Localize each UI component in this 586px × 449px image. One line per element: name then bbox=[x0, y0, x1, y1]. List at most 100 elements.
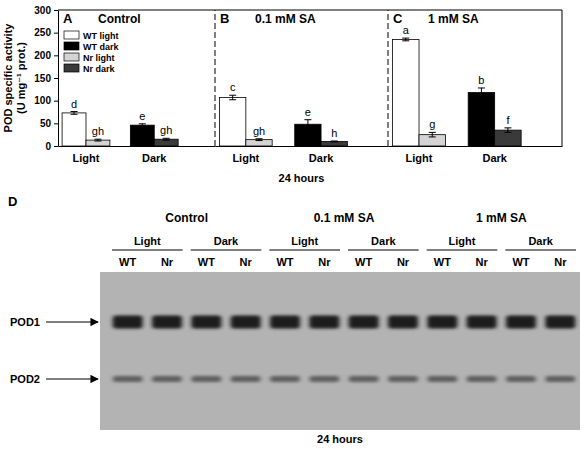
legend-swatch bbox=[64, 42, 79, 50]
tick-mark bbox=[54, 10, 58, 11]
gel-band bbox=[113, 316, 143, 329]
significance-letter: gh bbox=[160, 124, 172, 136]
gel-band bbox=[388, 376, 418, 382]
error-bar bbox=[429, 132, 436, 137]
legend-label: WT dark bbox=[83, 42, 119, 52]
tick: Dark bbox=[309, 152, 334, 164]
x-axis: Light Dark bbox=[59, 147, 216, 164]
tick-mark bbox=[54, 123, 58, 124]
panel-texts: agbfC1 mM SA bbox=[393, 11, 510, 130]
gel-panel: DWTNrLightWTNrDarkControlWTNrLightWTNrDa… bbox=[8, 194, 580, 445]
lane-label: WT bbox=[276, 256, 293, 268]
panel-divider bbox=[388, 10, 389, 146]
tick-label: 300 bbox=[34, 5, 51, 16]
panel-divider bbox=[215, 10, 216, 146]
legend-label: Nr light bbox=[83, 53, 115, 63]
tick-label: Dark bbox=[142, 152, 167, 164]
tick-label: Light bbox=[73, 152, 100, 164]
axis-line bbox=[389, 146, 563, 147]
error-bar bbox=[229, 95, 236, 100]
gel-band bbox=[152, 316, 182, 329]
group-underline bbox=[269, 250, 340, 251]
axis-line bbox=[216, 146, 389, 147]
band-label: POD2 bbox=[10, 373, 40, 385]
tick: Light bbox=[232, 152, 259, 164]
gel-band bbox=[309, 316, 339, 329]
tick-label: Light bbox=[232, 152, 259, 164]
lane-label: Nr bbox=[397, 256, 410, 268]
error-bar bbox=[304, 120, 311, 129]
gel-band bbox=[152, 376, 182, 382]
tick-label: Dark bbox=[482, 152, 507, 164]
tick: 250 bbox=[34, 27, 58, 38]
gel-band bbox=[545, 376, 575, 382]
tick-mark bbox=[54, 78, 58, 79]
tick-label: Light bbox=[406, 152, 433, 164]
plot-area bbox=[62, 112, 178, 146]
axis-title: 24 hours bbox=[317, 433, 363, 445]
bar bbox=[62, 113, 86, 146]
bar bbox=[468, 93, 494, 146]
lane-label: WT bbox=[119, 256, 136, 268]
gel-band bbox=[349, 316, 379, 329]
tick: 50 bbox=[40, 118, 58, 129]
tick: 200 bbox=[34, 50, 58, 61]
significance-letter: d bbox=[71, 98, 77, 110]
bar bbox=[246, 140, 272, 146]
group-label: Dark bbox=[371, 235, 396, 247]
group-label: Light bbox=[291, 235, 318, 247]
error-bar bbox=[504, 128, 511, 133]
x-axis: Light Dark bbox=[216, 147, 389, 164]
group-underline bbox=[112, 250, 183, 251]
gel-band bbox=[388, 316, 418, 329]
band-label: POD1 bbox=[10, 316, 40, 328]
error-bar bbox=[139, 124, 146, 127]
panel-title: 0.1 mM SA bbox=[255, 12, 316, 26]
x-axis: Light Dark bbox=[389, 147, 563, 164]
gel-band bbox=[427, 376, 457, 382]
panel-texts: dgheghAControl bbox=[63, 11, 172, 137]
gel-band bbox=[270, 376, 300, 382]
group-underline bbox=[191, 250, 262, 251]
gel-band bbox=[231, 376, 261, 382]
axis-title: 24 hours bbox=[279, 172, 325, 184]
group-underline bbox=[427, 250, 498, 251]
lane-label: Nr bbox=[240, 256, 253, 268]
tick-label: 100 bbox=[34, 95, 51, 106]
tick-mark bbox=[54, 33, 58, 34]
error-bar bbox=[163, 138, 170, 140]
gel-band bbox=[191, 376, 221, 382]
error-bar bbox=[71, 112, 78, 115]
tick-mark bbox=[54, 55, 58, 56]
gel-band bbox=[113, 376, 143, 382]
error-bar bbox=[331, 141, 338, 143]
panel-texts: cghehB0.1 mM SA bbox=[220, 11, 337, 139]
error-bar bbox=[256, 139, 263, 141]
gel-band bbox=[309, 376, 339, 382]
tick-mark bbox=[54, 146, 58, 147]
axis-line bbox=[59, 146, 216, 147]
bar bbox=[86, 140, 110, 146]
gel-band bbox=[191, 316, 221, 329]
lane-label: WT bbox=[198, 256, 215, 268]
condition-label: 0.1 mM SA bbox=[314, 211, 375, 225]
condition-label: 1 mM SA bbox=[476, 211, 527, 225]
frame-line bbox=[562, 10, 563, 146]
bar bbox=[220, 97, 246, 146]
y-axis: 050100150200250300 bbox=[34, 5, 58, 152]
gel-band bbox=[506, 376, 536, 382]
tick: 300 bbox=[34, 5, 58, 16]
gel-band bbox=[231, 316, 261, 329]
legend-swatch bbox=[64, 53, 79, 61]
lane-label: Nr bbox=[318, 256, 331, 268]
gel-band bbox=[467, 376, 497, 382]
significance-letter: e bbox=[139, 110, 145, 122]
legend-swatch bbox=[64, 31, 79, 39]
tick-mark bbox=[54, 101, 58, 102]
bar bbox=[321, 141, 347, 146]
tick-label: 50 bbox=[40, 118, 52, 129]
significance-letter: g bbox=[429, 118, 435, 130]
error-bar bbox=[94, 139, 101, 141]
significance-letter: b bbox=[478, 74, 484, 86]
axis-title: (U mg⁻¹ prot.) bbox=[15, 42, 27, 114]
